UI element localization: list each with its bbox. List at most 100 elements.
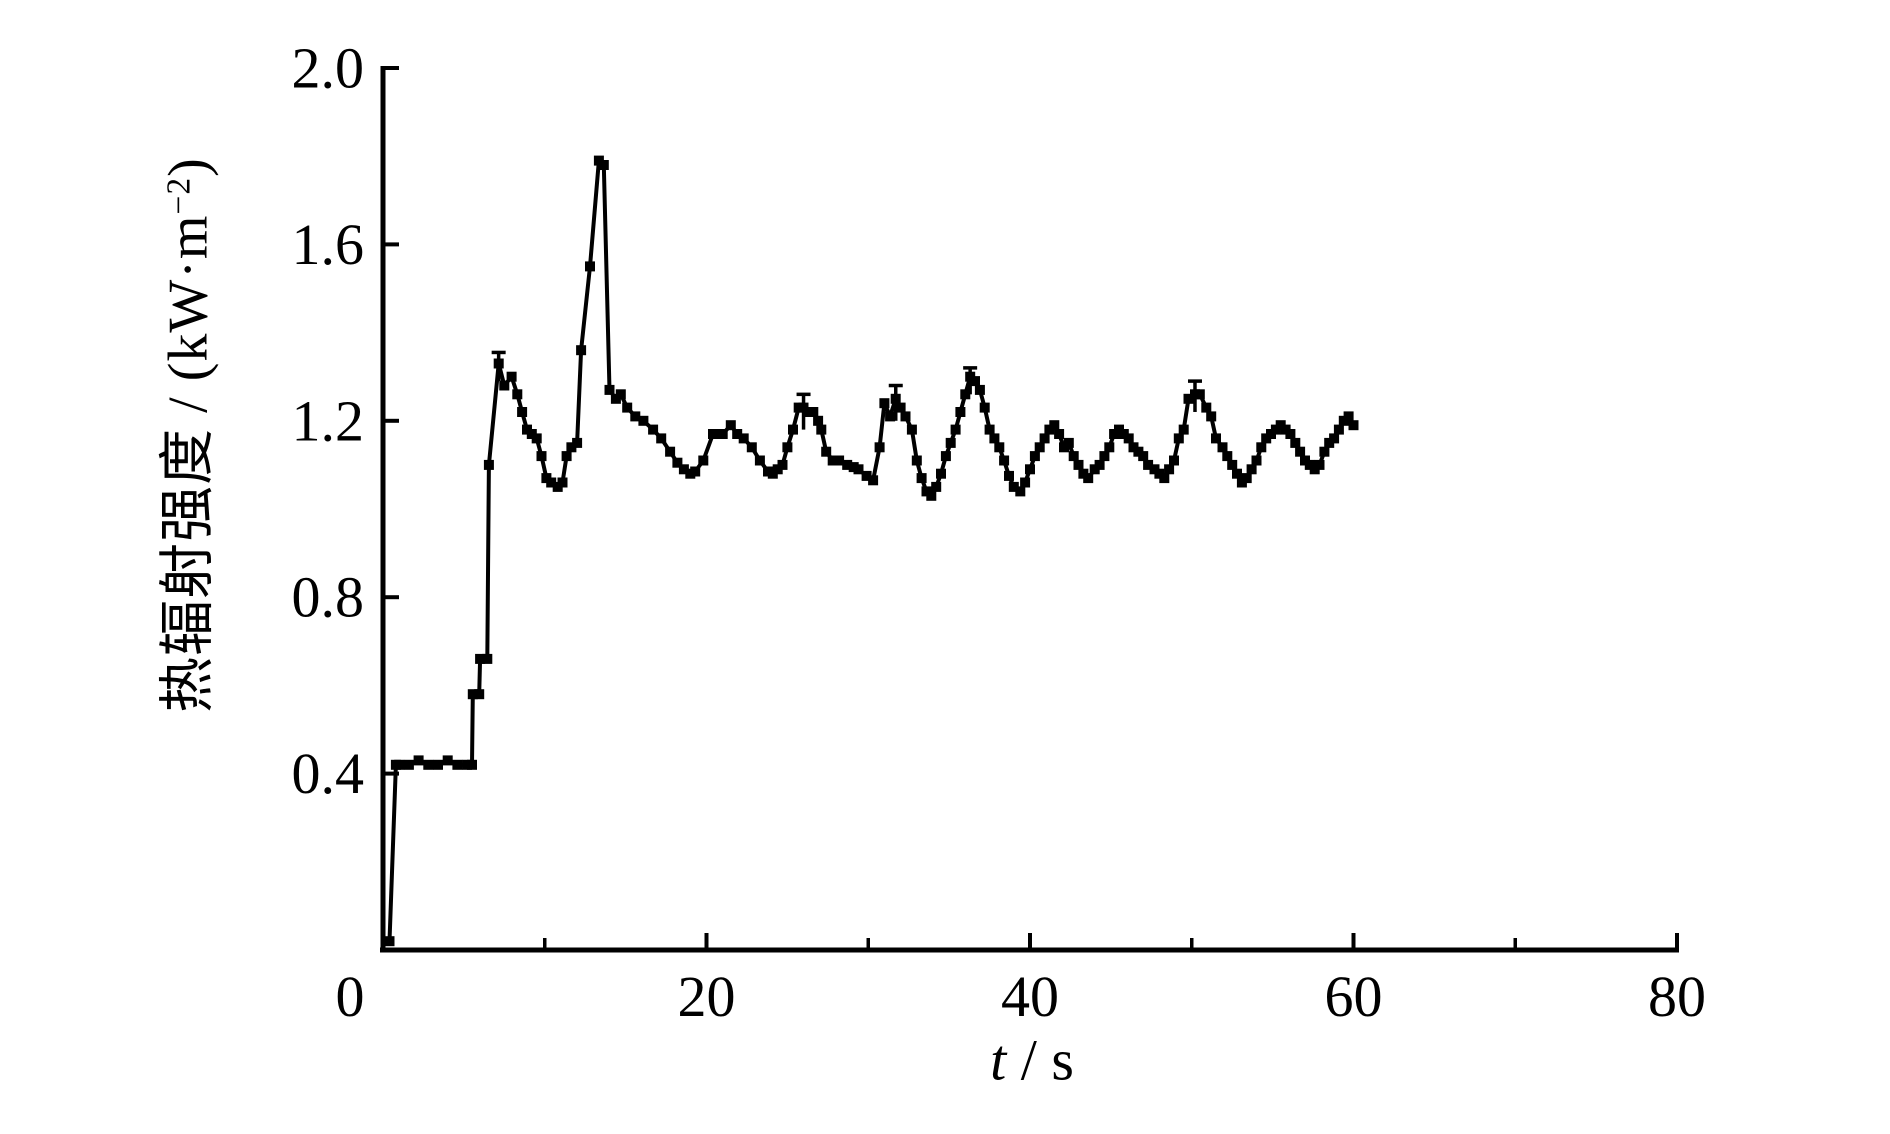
data-point-marker: [874, 442, 885, 453]
data-point-marker: [868, 475, 879, 486]
data-point-marker: [1029, 451, 1040, 462]
data-point-marker: [1143, 459, 1154, 470]
data-point-marker: [1285, 429, 1296, 439]
y-axis-tick-label: 1.6: [292, 212, 365, 277]
data-point-marker: [546, 477, 557, 488]
data-point-marker: [1343, 411, 1354, 422]
data-point-marker: [672, 457, 683, 468]
data-point-marker: [861, 470, 872, 481]
y-axis-title: 热辐射强度 / (kW·m−2): [143, 157, 224, 713]
data-point-marker: [906, 424, 917, 435]
data-point-marker: [879, 398, 890, 409]
data-point-marker: [1169, 455, 1179, 466]
data-point-marker: [531, 433, 542, 444]
data-point-marker: [690, 466, 701, 477]
data-point-marker: [994, 442, 1005, 453]
y-axis-tick-label: 2.0: [292, 36, 365, 101]
y-axis-tick-label: 0.8: [292, 565, 365, 630]
data-point-marker: [572, 437, 583, 448]
data-point-marker: [630, 411, 641, 422]
data-point-marker: [536, 451, 547, 462]
data-point-marker: [512, 389, 523, 400]
data-point-marker: [1164, 464, 1175, 475]
data-point-marker: [1295, 446, 1306, 457]
x-axis-tick-label: 60: [1325, 964, 1383, 1029]
data-point-marker: [1319, 446, 1330, 457]
data-point-marker: [1217, 442, 1228, 453]
data-point-marker: [999, 455, 1010, 466]
y-axis-tick-label: 0.4: [292, 741, 365, 806]
data-point-marker: [1063, 437, 1074, 448]
data-point-marker: [1073, 459, 1084, 470]
data-series-line: [387, 158, 1356, 944]
data-point-marker: [1015, 486, 1026, 497]
data-point-marker: [1173, 433, 1184, 444]
data-point-marker: [1039, 433, 1050, 444]
data-point-marker: [1246, 464, 1257, 475]
y-axis-title-text: 热辐射强度 / (kW·m: [157, 214, 220, 713]
data-point-marker: [746, 442, 757, 453]
data-point-marker: [725, 420, 736, 431]
data-point-marker: [433, 759, 443, 770]
data-point-marker: [708, 429, 718, 439]
data-point-marker: [970, 376, 980, 387]
data-point-marker: [1333, 424, 1344, 435]
data-point-marker: [842, 459, 853, 470]
data-point-marker: [452, 759, 463, 770]
data-point-marker: [1241, 473, 1252, 484]
x-axis-title-separator: /: [1006, 1027, 1052, 1093]
data-point-marker: [900, 411, 911, 422]
data-point-marker: [885, 411, 896, 422]
data-point-marker: [1004, 470, 1014, 481]
data-point-marker: [1020, 477, 1031, 488]
data-point-marker: [656, 433, 667, 444]
data-point-marker: [945, 437, 956, 448]
data-point-marker: [853, 464, 864, 475]
data-point-marker: [1290, 437, 1301, 448]
data-point-marker: [483, 459, 494, 470]
data-point-marker: [1222, 451, 1233, 462]
data-point-marker: [936, 468, 946, 479]
data-point-marker: [506, 371, 517, 382]
data-point-marker: [777, 459, 788, 470]
data-point-marker: [974, 384, 985, 395]
data-point-marker: [1201, 402, 1212, 413]
y-axis-tick-label: 1.2: [292, 388, 365, 453]
data-point-marker: [1099, 451, 1110, 462]
data-point-marker: [384, 936, 395, 947]
data-point-marker: [821, 446, 832, 457]
data-point-marker: [1232, 468, 1242, 479]
data-point-marker: [394, 759, 405, 770]
data-point-marker: [1329, 433, 1340, 444]
data-point-marker: [1034, 442, 1045, 453]
data-point-marker: [622, 402, 633, 413]
data-point-marker: [1206, 411, 1217, 422]
data-point-marker: [1068, 451, 1079, 462]
x-axis-tick-label: 80: [1648, 964, 1706, 1029]
data-point-marker: [827, 455, 838, 466]
data-point-marker: [1227, 459, 1238, 470]
data-point-marker: [1178, 424, 1189, 435]
data-point-marker: [895, 402, 906, 413]
data-point-marker: [1314, 459, 1325, 470]
x-axis-tick-label: 40: [1001, 964, 1059, 1029]
data-point-marker: [403, 759, 414, 770]
data-point-marker: [517, 407, 528, 417]
data-point-marker: [482, 653, 493, 664]
data-point-marker: [1123, 433, 1134, 444]
data-point-marker: [1348, 420, 1359, 431]
data-point-marker: [732, 429, 743, 439]
data-point-marker: [566, 442, 577, 453]
data-point-marker: [834, 455, 845, 466]
data-point-marker: [808, 407, 819, 417]
data-point-marker: [493, 358, 504, 369]
data-point-marker: [940, 451, 951, 462]
data-point-marker: [1183, 393, 1194, 404]
data-point-marker: [960, 389, 971, 400]
data-point-marker: [585, 261, 595, 272]
data-point-marker: [1049, 420, 1060, 431]
data-point-marker: [1054, 429, 1065, 439]
data-point-marker: [984, 424, 995, 435]
